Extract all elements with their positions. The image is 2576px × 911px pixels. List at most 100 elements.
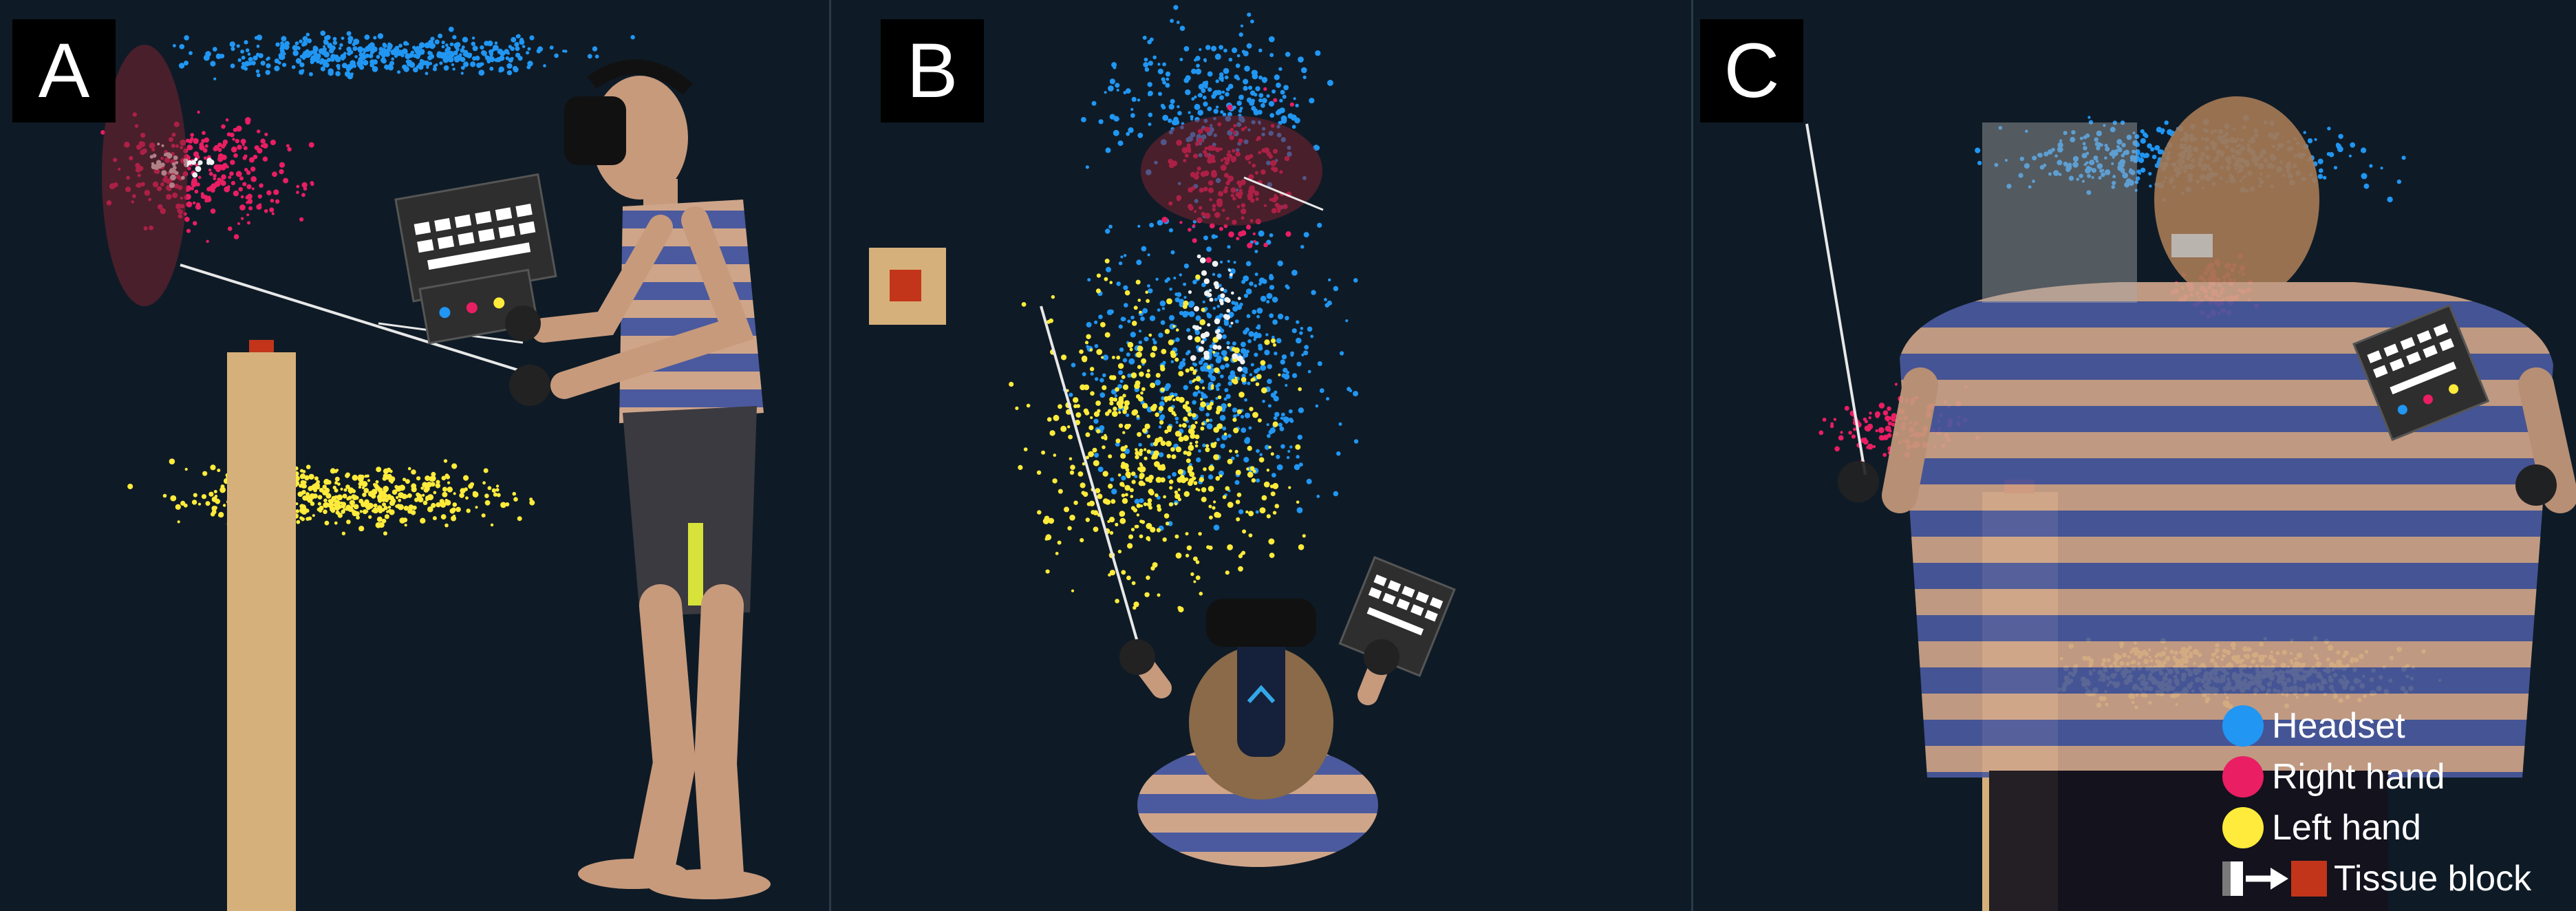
tracking-point (1266, 514, 1271, 519)
tracking-point (1099, 392, 1106, 398)
tracking-point (506, 63, 513, 69)
tracking-point (1136, 259, 1142, 266)
tracking-point (1127, 319, 1131, 323)
tracking-point (301, 182, 308, 188)
tracking-point (2079, 173, 2083, 178)
tracking-point (1141, 387, 1146, 392)
tracking-point (444, 47, 450, 54)
tracking-point (1206, 365, 1212, 369)
tracking-point (1148, 288, 1153, 294)
tracking-point (208, 171, 213, 176)
tracking-point (213, 77, 217, 81)
tracking-point (232, 138, 235, 141)
tracking-point (2083, 162, 2087, 167)
tracking-point (192, 172, 198, 178)
tracking-point (1255, 86, 1260, 92)
tracking-point (1126, 352, 1130, 357)
tracking-point (1235, 500, 1241, 504)
tracking-point (187, 167, 191, 171)
tracking-point (1247, 381, 1251, 385)
tracking-point (1094, 344, 1099, 348)
tracking-point (341, 36, 345, 40)
tracking-point (1085, 517, 1090, 522)
tracking-point (197, 175, 202, 180)
tracking-point (512, 491, 517, 496)
tracking-point (322, 62, 328, 67)
tracking-point (1192, 325, 1196, 330)
tracking-point (238, 186, 244, 192)
tracking-point (1154, 461, 1159, 467)
tracking-point (1129, 347, 1133, 352)
tracking-point (1276, 464, 1283, 471)
tracking-point (2104, 156, 2107, 160)
tracking-point (239, 204, 246, 211)
tracking-point (296, 191, 299, 194)
tracking-point (1165, 83, 1170, 88)
tracking-point (1139, 519, 1144, 524)
tracking-point (1163, 513, 1170, 519)
tracking-point (342, 493, 347, 499)
tracking-point (1098, 314, 1103, 319)
tracking-point (484, 493, 489, 498)
tracking-point (1238, 109, 1243, 113)
tracking-point (219, 153, 223, 158)
tracking-point (280, 41, 284, 45)
tracking-point (336, 469, 339, 472)
tracking-point (1260, 360, 1266, 366)
tracking-point (1208, 373, 1213, 378)
tracking-point (1215, 396, 1219, 400)
tracking-point (1153, 450, 1159, 457)
tracking-point (247, 221, 250, 225)
tracking-point (2140, 129, 2145, 133)
tracking-point (1232, 378, 1238, 385)
tracking-point (1207, 106, 1212, 111)
tracking-point (1279, 98, 1283, 103)
tracking-point (246, 201, 249, 204)
tracking-point (1166, 425, 1172, 431)
tracking-point (1086, 345, 1089, 348)
tracking-point (1201, 487, 1207, 493)
tracking-point (1173, 413, 1177, 417)
tracking-point (256, 34, 263, 41)
tracking-point (2314, 138, 2317, 141)
tracking-point (1222, 495, 1227, 500)
tracking-point (489, 49, 493, 54)
tracking-point (458, 53, 462, 56)
tracking-point (1199, 319, 1206, 325)
tracking-point (506, 70, 513, 76)
tracking-point (250, 175, 257, 182)
tracking-point (361, 481, 368, 487)
tracking-point (227, 185, 230, 189)
tracking-point (197, 160, 203, 165)
tracking-point (1236, 237, 1240, 241)
tissue-ellipsoid (102, 45, 187, 306)
tracking-point (1822, 418, 1827, 422)
tracking-point (1302, 534, 1306, 538)
tracking-point (245, 117, 251, 123)
tracking-point (478, 69, 485, 76)
tracking-point (2335, 142, 2340, 147)
tracking-point (1183, 385, 1188, 390)
tracking-point (1195, 68, 1202, 75)
tracking-point (1269, 233, 1274, 237)
tracking-point (1830, 422, 1834, 426)
tracking-point (1208, 87, 1212, 92)
tracking-point (291, 65, 296, 69)
tracking-point (1203, 278, 1210, 284)
tracking-point (1133, 601, 1139, 608)
tracking-point (195, 182, 200, 186)
tracking-point (1211, 234, 1216, 239)
tracking-point (1185, 477, 1189, 482)
tracking-point (1255, 510, 1259, 514)
tracking-point (491, 488, 497, 493)
tracking-point (1183, 282, 1187, 286)
tracking-point (489, 52, 493, 56)
tracking-point (217, 178, 221, 182)
tracking-point (336, 500, 340, 504)
tracking-point (1190, 115, 1194, 119)
tracking-point (1135, 455, 1139, 460)
tracking-point (1268, 404, 1271, 408)
tissue-block-color-square (2291, 861, 2327, 897)
tracking-point (434, 39, 440, 45)
tracking-point (1259, 453, 1263, 456)
